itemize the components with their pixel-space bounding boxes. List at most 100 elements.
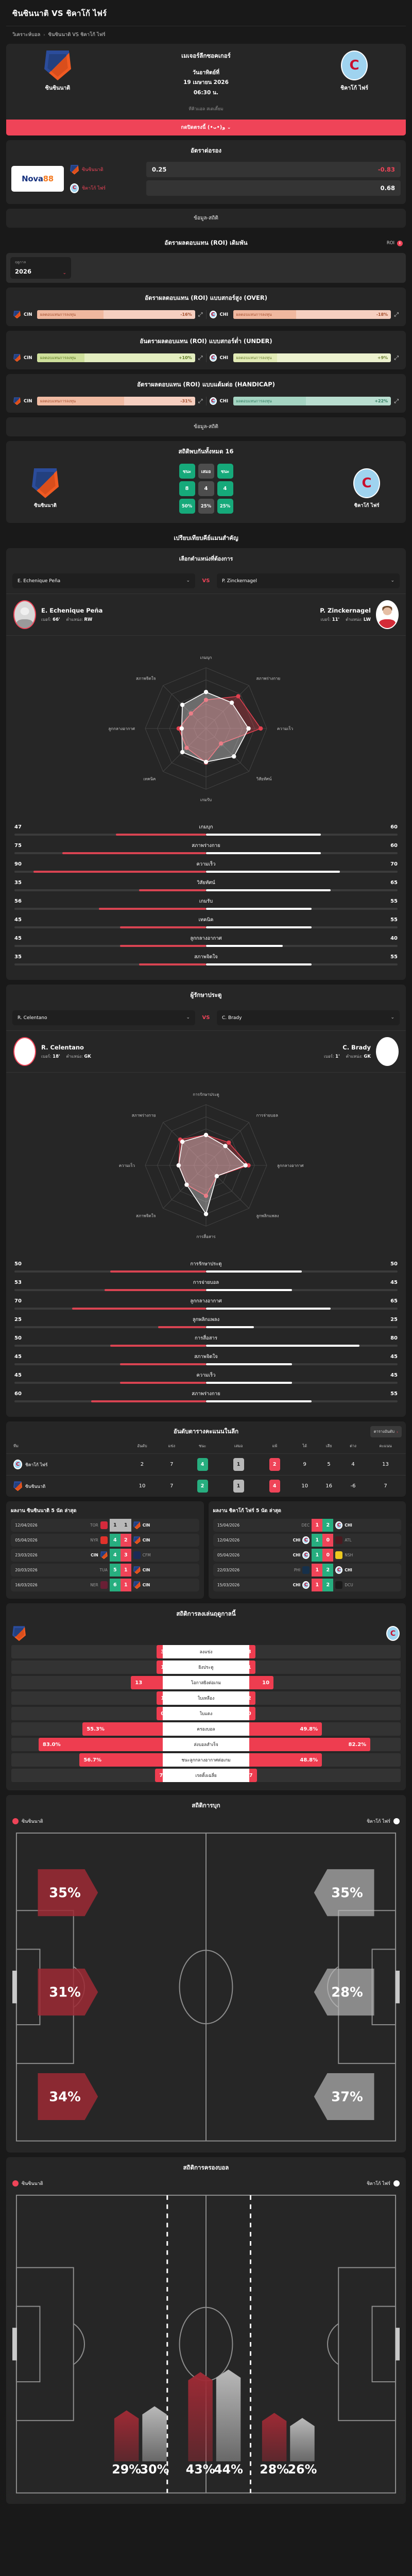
keeper-stat-right-value: 50	[390, 1261, 398, 1267]
match-day: วันอาทิตย์ที่	[192, 70, 220, 76]
table-row[interactable]: ซินซินนาติ 10 7 2 1 4 10 16 -6 7	[6, 1475, 406, 1497]
keeper-stat-label: ลูกกลางอากาศ	[190, 1298, 222, 1304]
cincinnati-crest-icon	[133, 1566, 141, 1574]
expand-icon[interactable]: ⤢	[394, 354, 399, 361]
table-loss: 2	[269, 1458, 280, 1471]
svg-text:26%: 26%	[288, 2462, 317, 2477]
match-team-code: CHI	[293, 1553, 301, 1558]
keyman-stat-right-value: 55	[390, 899, 398, 905]
h2h-count-draw: 4	[198, 481, 214, 497]
bookmaker-suffix: 88	[43, 174, 54, 184]
avatar	[13, 1037, 36, 1066]
keeper-stat-row: 45 สภาพจิตใจ 45	[14, 1353, 398, 1366]
match-score-right: 1	[120, 1564, 131, 1577]
list-item[interactable]: 12/04/2026 CHI 10 ATL	[213, 1534, 401, 1547]
h2h-count-win-home: 8	[179, 481, 195, 497]
chicago-fire-crest-icon	[209, 397, 217, 405]
keyman-stat-right-value: 55	[390, 954, 398, 960]
table-column-header: ได้	[302, 1444, 307, 1449]
match-score-right: 0	[322, 1549, 334, 1562]
expand-icon[interactable]: ⤢	[198, 311, 203, 318]
svg-text:ลูกกลางอากาศ: ลูกกลางอากาศ	[108, 726, 135, 732]
list-item[interactable]: 12/04/2026 TOR 1 1 CIN	[11, 1519, 199, 1532]
list-item[interactable]: 23/03/2026 CIN 4 3 CFM	[11, 1549, 199, 1562]
match-score-left: 1	[109, 1519, 121, 1532]
promo-close-banner[interactable]: กดปิดตรงนี้ (•ᴗ•)ﻭ ⌄	[6, 120, 406, 136]
expand-icon[interactable]: ⤢	[394, 311, 399, 318]
away-team-name: ชิคาโก้ ไฟร์	[340, 85, 369, 91]
attack-stats-card: สถิติการบุก ซินซินนาติ ชิคาโก้ ไฟร์ 35% 3…	[6, 1795, 406, 2153]
club-crest-icon	[335, 1536, 343, 1545]
keeper-radar-chart: การรักษาประตู การจ่ายบอล ลูกกลางอากาศ ลูกพล…	[6, 1073, 406, 1255]
keyman-stat-label: ความเร็ว	[196, 861, 216, 868]
chevron-down-icon: ⌄	[390, 1015, 394, 1021]
keyman-stat-right-value: 55	[390, 917, 398, 923]
match-team-code: CHI	[345, 1568, 352, 1573]
season-stat-left-value: 13	[135, 1680, 143, 1686]
match-team-code: CHI	[293, 1583, 301, 1588]
match-date: 22/03/2026	[217, 1568, 240, 1573]
match-date: 15/03/2026	[217, 1583, 240, 1588]
keeper-left-number: 18'	[53, 1054, 60, 1059]
season-select[interactable]: ฤดูกาล 2026 ⌄	[10, 257, 71, 279]
roi-handicap-away-code: CHI	[219, 398, 229, 404]
roi-handicap-card: อัตราผลตอบแทน (ROI) แบบแต้มต่อ (HANDICAP…	[6, 374, 406, 413]
table-column-header: แข่ง	[168, 1444, 176, 1449]
breadcrumb: วิเคราะห์บอล › ซินซินนาติ VS ชิคาโก้ ไฟร…	[6, 26, 406, 44]
keyman-stat-row: 45 ลูกกลางอากาศ 40	[14, 935, 398, 947]
roi-title: อัตราผลตอบแทน (ROI) เดิมพัน	[164, 239, 248, 247]
keeper-left-select[interactable]: R. Celentano ⌄	[12, 1010, 195, 1026]
svg-text:31%: 31%	[49, 1985, 81, 2001]
keyman-left-select[interactable]: E. Echenique Peña ⌄	[12, 573, 195, 589]
keyman-stat-bars: 47 เกมบุก 60 75 สภาพร่างกาย 60 90 ความเร็ว 70 35 ว…	[6, 818, 406, 980]
home-recent-form: ผลงาน ซินซินนาติ 5 นัด ล่าสุด 12/04/2026…	[6, 1501, 204, 1599]
season-stat-label: ลงแข่ง	[163, 1645, 249, 1659]
expand-icon[interactable]: ⤢	[394, 397, 399, 404]
list-item[interactable]: 05/04/2026 NYR 4 2 CIN	[11, 1534, 199, 1547]
breadcrumb-root[interactable]: วิเคราะห์บอล	[12, 32, 41, 38]
bookmaker-logo[interactable]: Nova88	[11, 166, 64, 192]
chicago-fire-crest-icon	[302, 1536, 310, 1545]
keeper-right-number: 1'	[335, 1054, 340, 1059]
season-value: 2026	[15, 268, 32, 276]
keeper-stat-left-value: 50	[14, 1261, 22, 1267]
standings-button[interactable]: ตารางอันดับ ›	[370, 1426, 402, 1438]
roi-bar-label: ผลตอบแทนการลงทุน	[40, 355, 76, 360]
keyman-right-select-value: P. Zinckernagel	[222, 578, 258, 584]
roi-bar-label: ผลตอบแทนการลงทุน	[236, 355, 272, 360]
match-score-left: 6	[109, 1579, 121, 1592]
odds-away-box[interactable]: 0.68	[146, 180, 401, 196]
list-item[interactable]: 05/04/2026 CHI 10 NSH	[213, 1549, 401, 1562]
table-gf: 9	[293, 1453, 317, 1476]
list-item[interactable]: 15/03/2026 CHI 12 DCU	[213, 1579, 401, 1592]
odds-home-box[interactable]: 0.25 -0.83	[146, 162, 401, 178]
keyman-left-select-value: E. Echenique Peña	[18, 578, 61, 584]
keyman-stat-row: 56 เกมรับ 55	[14, 897, 398, 910]
roi-info-badge[interactable]: ROI i	[387, 240, 403, 246]
season-stat-left-value: 0	[161, 1710, 165, 1717]
table-win: 2	[197, 1480, 208, 1493]
match-team-code: NER	[90, 1583, 98, 1588]
expand-icon[interactable]: ⤢	[198, 354, 203, 361]
keeper-stat-right-value: 80	[390, 1335, 398, 1342]
expand-icon[interactable]: ⤢	[198, 397, 203, 404]
keyman-right-pos-label: ตำแหน่ง:	[346, 617, 363, 622]
attack-home-team: ซินซินนาติ	[22, 1819, 43, 1825]
svg-text:34%: 34%	[49, 2090, 81, 2105]
list-item[interactable]: 16/03/2026 NER 6 1 CIN	[11, 1579, 199, 1592]
chevron-right-icon: ›	[397, 1429, 398, 1434]
club-crest-icon	[335, 1581, 343, 1589]
list-item[interactable]: 20/03/2026 TUA 5 1 CIN	[11, 1564, 199, 1577]
keeper-right-select[interactable]: C. Brady ⌄	[217, 1010, 400, 1026]
keeper-stat-label: สภาพจิตใจ	[194, 1354, 218, 1360]
keyman-stat-left-value: 90	[14, 861, 22, 868]
table-loss: 4	[269, 1480, 280, 1493]
keyman-right-select[interactable]: P. Zinckernagel ⌄	[217, 573, 400, 589]
possession-stats-title: สถิติการครองบอล	[183, 2163, 229, 2171]
avatar	[13, 600, 36, 630]
match-team-code: CIN	[142, 1583, 150, 1588]
season-stat-left-value: 56.7%	[83, 1757, 102, 1763]
list-item[interactable]: 22/03/2026 PHI 12 CHI	[213, 1564, 401, 1577]
